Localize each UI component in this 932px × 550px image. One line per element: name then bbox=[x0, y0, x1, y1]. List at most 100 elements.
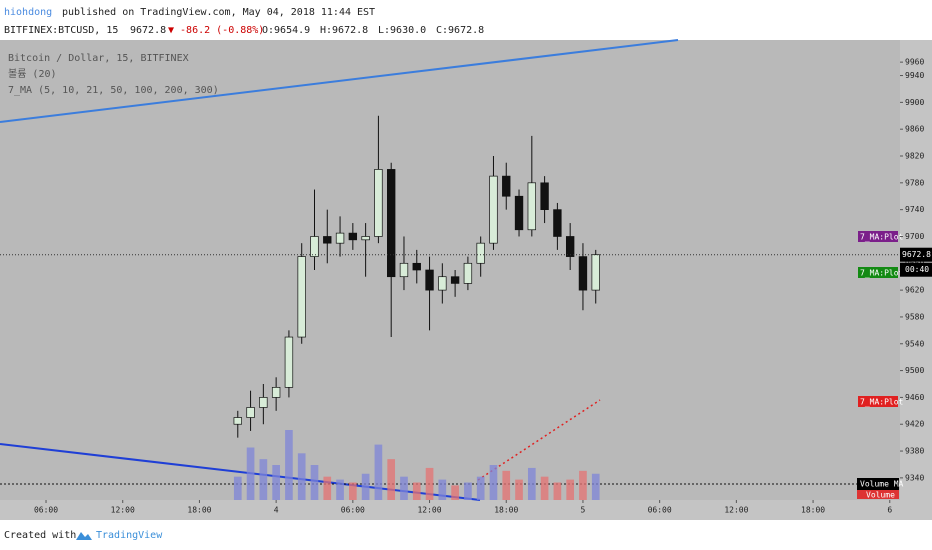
volume-tag: Volume bbox=[866, 491, 895, 500]
candle-body bbox=[540, 182, 549, 211]
plot-area bbox=[0, 40, 900, 500]
footer bbox=[4, 528, 144, 544]
ma-tag: 7_MA:Plot bbox=[860, 398, 904, 407]
candle-body bbox=[527, 182, 537, 231]
header-price: 9672.8 bbox=[130, 25, 166, 36]
y-tick-label: 9780 bbox=[905, 178, 924, 187]
y-tick-label: 9940 bbox=[905, 71, 924, 80]
footer-created: Created with bbox=[4, 530, 76, 541]
price-tag bbox=[900, 247, 932, 262]
tag-bg bbox=[858, 396, 898, 407]
candle-body bbox=[450, 276, 460, 284]
candle-body bbox=[284, 336, 294, 388]
candle-body bbox=[399, 262, 409, 278]
x-tick-label: 6 bbox=[887, 506, 892, 515]
y-tick-label: 9340 bbox=[905, 473, 924, 482]
time-tag-label: 00:40 bbox=[905, 265, 929, 274]
candle-body bbox=[387, 169, 396, 278]
volume-bar bbox=[336, 479, 344, 500]
volume-bar bbox=[553, 482, 562, 500]
candle-body bbox=[425, 269, 434, 291]
candle-body bbox=[412, 262, 421, 271]
volume-bar bbox=[502, 470, 511, 500]
trend-line bbox=[0, 443, 481, 501]
header-change: ▼ -86.2 (-0.88%) bbox=[168, 25, 264, 36]
candle-body bbox=[335, 232, 345, 244]
x-tick-label: 4 bbox=[274, 506, 279, 515]
candle-body bbox=[233, 417, 242, 425]
y-tick-label: 9860 bbox=[905, 125, 924, 134]
candle-body bbox=[374, 169, 383, 237]
candle-body bbox=[271, 386, 281, 398]
x-tick-label: 18:00 bbox=[494, 506, 518, 515]
x-tick-label: 5 bbox=[581, 506, 586, 515]
x-tick-label: 06:00 bbox=[648, 506, 672, 515]
x-tick-label: 06:00 bbox=[34, 506, 58, 515]
volume-bar bbox=[285, 430, 293, 500]
volume-bar bbox=[527, 467, 536, 500]
ma-tag: 7_MA:Plot bbox=[860, 233, 904, 242]
volume-bar bbox=[323, 476, 332, 500]
time-tag bbox=[900, 262, 932, 277]
y-tick-label: 9380 bbox=[905, 447, 924, 456]
candle-body bbox=[565, 236, 575, 257]
candle-body bbox=[578, 256, 588, 291]
projection-line bbox=[477, 399, 601, 481]
published: published on TradingView.com, May 04, 20… bbox=[62, 7, 375, 18]
volume-bar bbox=[438, 479, 447, 500]
symbol: BITFINEX:BTCUSD, 15 bbox=[4, 25, 118, 36]
tag-bg bbox=[858, 267, 898, 278]
y-tick-label: 9740 bbox=[905, 205, 924, 214]
y-tick-label: 9700 bbox=[905, 232, 924, 241]
volume-bar bbox=[425, 467, 434, 500]
candle-body bbox=[591, 254, 600, 291]
x-tick-label: 18:00 bbox=[187, 506, 211, 515]
header-close: C:9672.8 bbox=[436, 25, 484, 36]
volume-bar bbox=[400, 476, 408, 500]
x-tick-label: 12:00 bbox=[111, 506, 135, 515]
y-tick-label: 9900 bbox=[905, 98, 924, 107]
tag-bg bbox=[858, 231, 898, 242]
candle-body bbox=[553, 209, 562, 237]
y-tick-label: 9820 bbox=[905, 152, 924, 161]
legend-volume: 볼륨 (20) bbox=[8, 68, 57, 80]
trend-line bbox=[0, 39, 679, 123]
candle-body bbox=[323, 236, 332, 244]
legend-ma: 7_MA (5, 10, 21, 50, 100, 200, 300) bbox=[8, 85, 219, 96]
volume-bar bbox=[233, 476, 242, 500]
candle-body bbox=[310, 236, 319, 257]
candle-body bbox=[502, 175, 511, 197]
volume-bar bbox=[566, 479, 575, 500]
volume-bar bbox=[310, 465, 319, 500]
volume-bar bbox=[272, 465, 280, 500]
ma-tag: 7_MA:Plot bbox=[860, 269, 904, 278]
volume-bar bbox=[591, 473, 600, 500]
legend-symbol: Bitcoin / Dollar, 15, BITFINEX bbox=[8, 53, 189, 64]
author[interactable]: hiohdong bbox=[4, 7, 52, 18]
volume-bar bbox=[374, 444, 383, 500]
candle-body bbox=[361, 236, 370, 241]
x-tick-label: 12:00 bbox=[417, 506, 441, 515]
y-tick-label: 9420 bbox=[905, 420, 924, 429]
volume-bar bbox=[451, 485, 459, 500]
header-open: O:9654.9 bbox=[262, 25, 310, 36]
volume-bar bbox=[412, 482, 421, 500]
footer-brand[interactable]: TradingView bbox=[96, 530, 163, 541]
candle-body bbox=[514, 195, 524, 231]
candle-body bbox=[463, 262, 473, 284]
y-tick-label: 9460 bbox=[905, 393, 924, 402]
volume-bar bbox=[464, 482, 472, 500]
volume-bar bbox=[489, 465, 498, 500]
candle-body bbox=[246, 407, 255, 418]
volume-bar bbox=[297, 453, 306, 500]
tag-bg bbox=[857, 478, 899, 490]
volume-bar bbox=[515, 479, 523, 500]
header-low: L:9630.0 bbox=[378, 25, 426, 36]
candle-body bbox=[348, 232, 358, 241]
x-tick-label: 06:00 bbox=[341, 506, 365, 515]
candle-body bbox=[297, 256, 306, 338]
x-tick-label: 18:00 bbox=[801, 506, 825, 515]
volume-bar bbox=[387, 459, 396, 500]
time-axis bbox=[0, 500, 932, 520]
